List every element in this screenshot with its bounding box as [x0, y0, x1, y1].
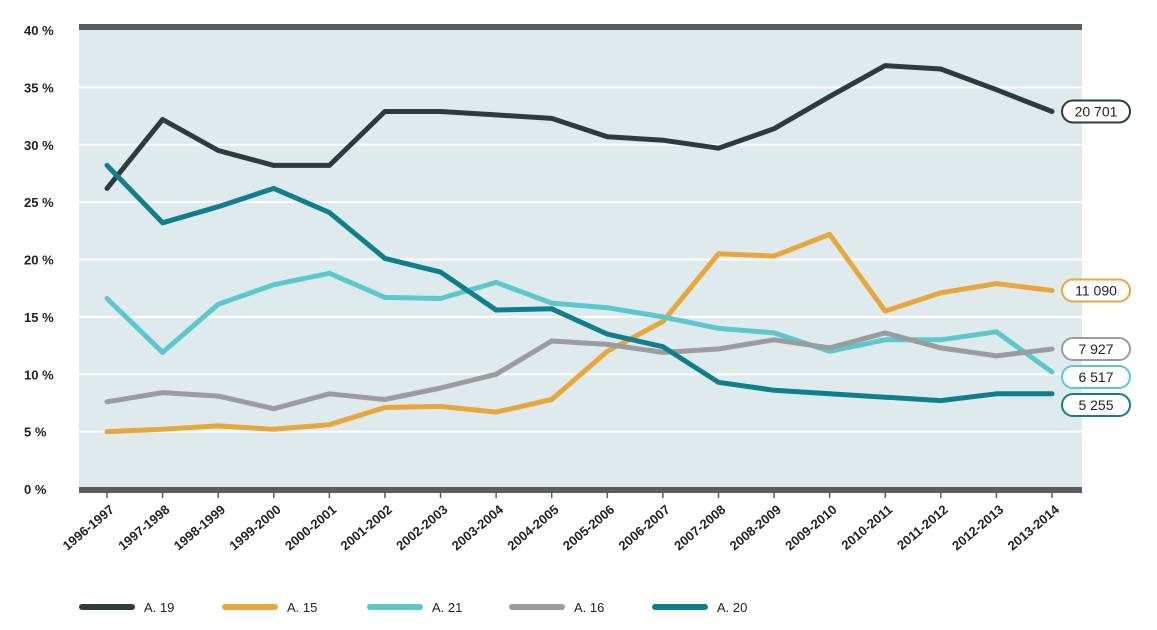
legend-item: A. 15: [222, 600, 317, 615]
x-tick-label: 2002-2003: [393, 502, 450, 553]
end-label-value: 11 090: [1075, 282, 1117, 298]
end-label-box: [1061, 337, 1131, 362]
x-tick-label: 2006-2007: [616, 502, 673, 553]
x-tick-label: 1996-1997: [60, 502, 117, 553]
y-tick-label: 30 %: [24, 138, 54, 153]
end-label-box: [1061, 393, 1131, 418]
legend: A. 19 A. 15 A. 21 A. 16 A. 20: [79, 600, 747, 615]
x-tick-label: 2013-2014: [1005, 501, 1063, 553]
top-border: [79, 24, 1082, 30]
legend-label: A. 19: [144, 600, 174, 615]
x-tick-label: 2008-2009: [727, 502, 784, 553]
x-tick-label: 2005-2006: [560, 502, 617, 553]
y-tick-label: 10 %: [24, 367, 54, 382]
legend-label: A. 16: [574, 600, 604, 615]
x-axis-ticks: 1996-19971997-19981998-19991999-20002000…: [60, 493, 1063, 553]
bottom-border: [79, 487, 1082, 493]
x-tick-label: 1999-2000: [226, 502, 283, 553]
legend-item: A. 19: [79, 600, 174, 615]
x-tick-label: 2012-2013: [949, 502, 1006, 553]
y-tick-label: 25 %: [24, 195, 54, 210]
end-label: 6 517: [1061, 365, 1131, 390]
y-tick-label: 0 %: [24, 482, 47, 497]
end-label-value: 7 927: [1078, 341, 1113, 357]
x-tick-label: 2010-2011: [838, 502, 895, 553]
legend-label: A. 21: [432, 600, 462, 615]
y-tick-label: 35 %: [24, 80, 54, 95]
end-labels: 20 701 11 090 7 927 6 517 5 255: [1061, 99, 1131, 418]
end-label-value: 20 701: [1075, 103, 1118, 119]
legend-label: A. 20: [717, 600, 747, 615]
x-tick-label: 2007-2008: [671, 502, 728, 553]
end-label-box: [1061, 278, 1131, 303]
y-tick-label: 5 %: [24, 425, 47, 440]
legend-label: A. 15: [287, 600, 317, 615]
y-axis-ticks: 0 % 5 % 10 % 15 % 20 % 25 % 30 % 35 % 40 %: [24, 23, 54, 497]
end-label-box: [1061, 99, 1131, 124]
end-label-value: 5 255: [1078, 397, 1113, 413]
end-label-box: [1061, 365, 1131, 390]
series-line-a15: [104, 231, 1055, 435]
x-tick-label: 2001-2002: [338, 502, 395, 553]
x-tick-label: 1997-1998: [115, 502, 172, 553]
x-tick-label: 1998-1999: [171, 502, 228, 553]
end-label: 5 255: [1061, 393, 1131, 418]
y-tick-label: 40 %: [24, 23, 54, 38]
x-tick-label: 2011-2012: [894, 502, 951, 553]
series-line-a16: [104, 330, 1055, 412]
legend-item: A. 16: [509, 600, 604, 615]
series-line-a19: [104, 63, 1055, 191]
end-label: 11 090: [1061, 278, 1131, 303]
x-tick-label: 2003-2004: [449, 501, 507, 553]
legend-item: A. 21: [367, 600, 462, 615]
end-label-value: 6 517: [1078, 369, 1113, 385]
end-label: 7 927: [1061, 337, 1131, 362]
series-line-a21: [104, 270, 1055, 375]
x-tick-label: 2000-2001: [282, 502, 339, 553]
x-tick-label: 2004-2005: [504, 502, 561, 553]
y-tick-label: 20 %: [24, 253, 54, 268]
x-tick-label: 2009-2010: [782, 502, 839, 553]
plot-frame: [79, 24, 1082, 493]
series-lines: [104, 63, 1055, 435]
legend-item: A. 20: [652, 600, 747, 615]
series-line-a20: [104, 162, 1055, 404]
y-tick-label: 15 %: [24, 310, 54, 325]
end-label: 20 701: [1061, 99, 1131, 124]
